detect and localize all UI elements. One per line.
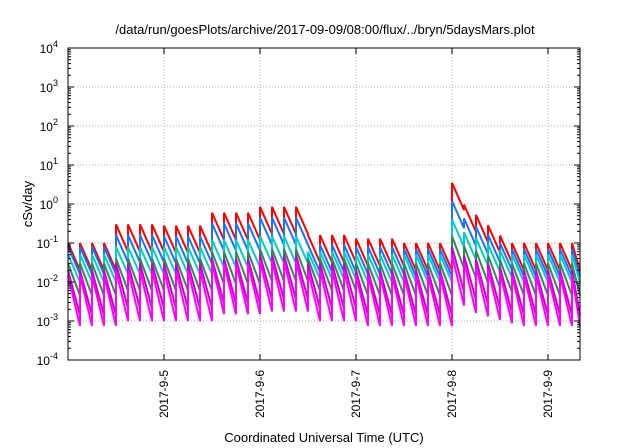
series-line-6 (67, 254, 581, 327)
series-line-4 (67, 235, 581, 296)
x-tick-label: 2017-9-8 (445, 370, 459, 418)
x-tick-label: 2017-9-5 (157, 370, 171, 418)
x-axis: 2017-9-5 2017-9-6 2017-9-7 2017-9-8 2017-9-9 (157, 48, 555, 418)
series-line-5 (67, 246, 581, 316)
grid (68, 48, 580, 360)
y-tick-label: 102 (40, 117, 58, 134)
y-tick-label: 10-1 (37, 234, 58, 251)
y-tick-label: 104 (40, 39, 58, 56)
x-axis-label: Coordinated Universal Time (UTC) (224, 430, 423, 445)
chart-title: /data/run/goesPlots/archive/2017-09-09/0… (115, 22, 535, 37)
series-line-2 (67, 200, 581, 277)
x-tick-label: 2017-9-7 (349, 370, 363, 418)
x-tick-label: 2017-9-9 (541, 370, 555, 418)
y-axis-label: cSv/day (20, 180, 35, 227)
y-tick-label: 10-2 (37, 273, 58, 290)
y-tick-label: 100 (40, 195, 58, 212)
series-line-3 (67, 219, 581, 283)
x-tick-label: 2017-9-6 (253, 370, 267, 418)
y-tick-label: 101 (40, 156, 58, 173)
y-tick-label: 103 (40, 78, 58, 95)
y-tick-label: 10-4 (37, 351, 58, 368)
series-layer (67, 182, 581, 327)
series-line-1 (67, 182, 581, 271)
y-tick-label: 10-3 (37, 312, 58, 329)
